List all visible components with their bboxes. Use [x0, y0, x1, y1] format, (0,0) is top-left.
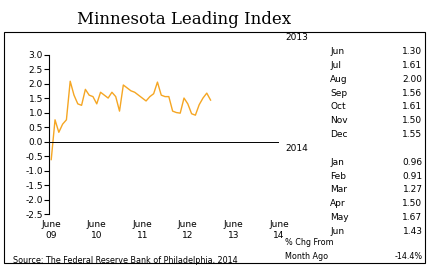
Text: 1.56: 1.56	[402, 89, 423, 98]
Text: 1.43: 1.43	[402, 227, 423, 236]
Text: Dec: Dec	[330, 130, 348, 139]
Text: 2014: 2014	[285, 144, 308, 153]
Text: 1.61: 1.61	[402, 61, 423, 70]
Text: Oct: Oct	[330, 102, 346, 111]
Text: Jun: Jun	[330, 47, 344, 56]
Text: Jul: Jul	[330, 61, 341, 70]
Text: 1.55: 1.55	[402, 130, 423, 139]
Text: Jan: Jan	[330, 158, 344, 167]
Text: 1.67: 1.67	[402, 213, 423, 222]
Text: Feb: Feb	[330, 172, 346, 181]
Text: Source: The Federal Reserve Bank of Philadelphia, 2014: Source: The Federal Reserve Bank of Phil…	[13, 256, 238, 265]
Text: Sep: Sep	[330, 89, 347, 98]
Text: 1.61: 1.61	[402, 102, 423, 111]
Text: Aug: Aug	[330, 75, 348, 84]
Text: Minnesota Leading Index: Minnesota Leading Index	[77, 11, 292, 28]
Text: 1.50: 1.50	[402, 199, 423, 208]
Text: Nov: Nov	[330, 116, 348, 125]
Text: Jun: Jun	[330, 227, 344, 236]
Text: Apr: Apr	[330, 199, 346, 208]
Text: Mar: Mar	[330, 185, 347, 194]
Text: -14.4%: -14.4%	[394, 252, 423, 261]
Text: 1.50: 1.50	[402, 116, 423, 125]
Text: 2013: 2013	[285, 33, 308, 42]
Text: Month Ago: Month Ago	[285, 252, 329, 261]
Text: 0.96: 0.96	[402, 158, 423, 167]
Text: 2.00: 2.00	[402, 75, 423, 84]
Text: 1.30: 1.30	[402, 47, 423, 56]
Text: 1.27: 1.27	[402, 185, 423, 194]
Text: 0.91: 0.91	[402, 172, 423, 181]
Text: May: May	[330, 213, 349, 222]
Text: % Chg From: % Chg From	[285, 238, 334, 247]
